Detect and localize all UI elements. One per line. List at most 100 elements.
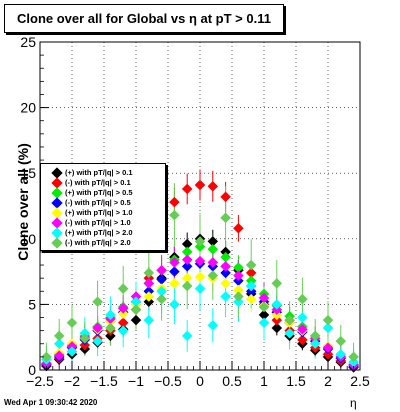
data-point [271, 299, 283, 310]
x-tick-label: −1.5 [90, 373, 118, 389]
data-point [53, 350, 65, 361]
data-point [348, 351, 359, 363]
data-point [258, 301, 270, 313]
data-point [284, 314, 295, 326]
data-point [297, 334, 308, 346]
data-point [207, 320, 219, 331]
data-point [271, 278, 283, 289]
data-point [169, 196, 180, 208]
data-point [117, 283, 129, 295]
x-axis-label: η [350, 396, 357, 410]
data-point [335, 335, 347, 347]
legend-label: (+) with pT/|q| > 0.1 [65, 168, 133, 177]
data-point [130, 304, 142, 316]
y-tick-label: 10 [20, 231, 36, 247]
data-point [92, 335, 103, 347]
data-point [169, 299, 180, 310]
y-tick-label: 5 [28, 296, 36, 312]
chart-title: Clone over all for Global vs η at pT > 0… [4, 4, 284, 33]
y-axis-label: Clone over all (%) [15, 143, 31, 261]
data-point [220, 278, 231, 289]
x-tick-label: −2.5 [26, 373, 54, 389]
x-tick-label: −1 [128, 373, 144, 389]
data-point [66, 346, 78, 357]
x-tick-label: 1 [260, 373, 268, 389]
data-point [92, 296, 103, 308]
series-8 [41, 209, 359, 363]
legend-label: (+) with pT/|q| > 1.0 [65, 208, 133, 217]
data-point [181, 280, 193, 292]
legend: (+) with pT/|q| > 0.1 (-) with pT/|q| > 0… [40, 163, 166, 251]
data-point [169, 266, 180, 277]
x-tick-label: 0 [196, 373, 204, 389]
data-point [130, 314, 142, 326]
x-tick-label: −0.5 [154, 373, 182, 389]
x-tick-label: 2.5 [350, 373, 370, 389]
legend-entry: (+) with pT/|q| > 0.1 [41, 167, 165, 179]
data-point [181, 330, 193, 342]
data-point [143, 278, 155, 289]
data-point [66, 317, 78, 329]
y-tick-label: 25 [20, 34, 36, 50]
data-point [181, 260, 193, 272]
data-point [309, 330, 321, 342]
data-point [117, 302, 129, 314]
data-point [41, 351, 52, 363]
data-point [156, 264, 167, 276]
data-point [156, 274, 167, 285]
legend-entry: (-) with pT/|q| > 0.1 [41, 177, 165, 189]
y-tick-label: 0 [28, 362, 36, 378]
data-point [322, 342, 334, 354]
y-tick-label: 15 [20, 165, 36, 181]
data-point [297, 323, 308, 335]
data-point [322, 314, 334, 326]
data-point [194, 236, 206, 247]
data-point [194, 179, 206, 191]
data-point [194, 271, 206, 283]
x-tick-label: 2 [324, 373, 332, 389]
x-tick-label: 0.5 [222, 373, 242, 389]
data-point [117, 325, 129, 336]
data-point [207, 257, 219, 268]
legend-marker-icon [51, 237, 63, 249]
data-point [53, 338, 65, 350]
data-point [207, 270, 219, 281]
legend-entry: (-) with pT/|q| > 0.5 [41, 197, 165, 209]
data-point [169, 278, 180, 289]
timestamp-footer: Wed Apr 1 09:30:42 2020 [4, 398, 98, 407]
data-point [143, 314, 155, 326]
data-point [220, 291, 231, 302]
y-tick-label: 20 [20, 100, 36, 116]
legend-entry: (+) with pT/|q| > 1.0 [41, 207, 165, 219]
legend-entry: (-) with pT/|q| > 2.0 [41, 237, 165, 249]
legend-label: (-) with pT/|q| > 2.0 [65, 238, 131, 247]
data-point [271, 322, 283, 334]
data-point [284, 327, 295, 339]
data-point [53, 330, 65, 342]
data-point [181, 183, 193, 195]
data-points [41, 179, 359, 373]
data-point [220, 267, 231, 279]
data-point [245, 280, 257, 292]
legend-label: (-) with pT/|q| > 0.5 [65, 198, 131, 207]
data-point [207, 243, 219, 255]
data-point [105, 322, 116, 334]
legend-label: (+) with pT/|q| > 0.5 [65, 188, 133, 197]
data-point [309, 338, 321, 350]
data-point [169, 257, 180, 268]
data-point [169, 209, 180, 221]
legend-label: (-) with pT/|q| > 0.1 [65, 178, 131, 187]
data-point [220, 212, 231, 224]
data-point [143, 267, 155, 279]
data-point [194, 255, 206, 267]
data-point [79, 333, 91, 344]
x-tick-label: 1.5 [286, 373, 306, 389]
data-point [194, 283, 206, 295]
data-point [297, 293, 308, 305]
legend-entry: (+) with pT/|q| > 2.0 [41, 227, 165, 239]
data-point [322, 322, 334, 334]
data-point [297, 312, 308, 323]
axis-tick-labels: −2.5 −2 −1.5 −1 −0.5 0 0.5 1 1.5 2 2.5 0 5 10 15 20 25 [20, 34, 370, 389]
data-point [181, 254, 193, 266]
legend-label: (-) with pT/|q| > 1.0 [65, 218, 131, 227]
